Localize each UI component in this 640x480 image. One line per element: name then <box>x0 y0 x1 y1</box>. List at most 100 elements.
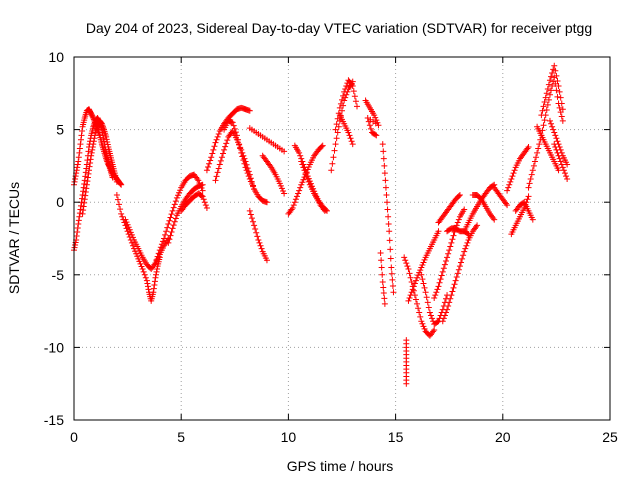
data-point <box>113 178 120 185</box>
data-point <box>420 280 427 287</box>
data-point <box>77 202 84 209</box>
data-point <box>371 112 378 119</box>
data-point <box>76 210 83 217</box>
data-point <box>96 130 103 137</box>
series-arc-8 <box>178 190 210 214</box>
data-point <box>448 292 455 299</box>
data-point <box>545 81 552 88</box>
data-point <box>303 173 310 180</box>
data-point <box>117 206 124 213</box>
data-point <box>507 178 514 185</box>
chart-title: Day 204 of 2023, Sidereal Day-to-day VTE… <box>86 20 592 36</box>
data-point <box>531 158 538 165</box>
data-point <box>380 155 387 162</box>
data-point <box>365 118 372 125</box>
data-point <box>215 165 222 172</box>
data-point <box>408 279 415 286</box>
data-point <box>504 202 511 209</box>
data-point <box>340 92 347 99</box>
data-point <box>323 207 330 214</box>
series-arc-15 <box>285 142 326 217</box>
data-point <box>200 196 207 203</box>
series-arc-12 <box>246 207 270 264</box>
data-point <box>474 222 481 229</box>
data-point <box>552 132 559 139</box>
data-point <box>383 191 390 198</box>
data-point <box>151 261 158 268</box>
data-point <box>299 179 306 186</box>
data-point <box>151 278 158 285</box>
data-point <box>293 193 300 200</box>
data-point <box>167 214 174 221</box>
data-point <box>141 271 148 278</box>
data-point <box>140 268 147 275</box>
data-point <box>535 145 542 152</box>
data-point <box>410 283 417 290</box>
series-arc-19 <box>332 77 361 133</box>
data-point <box>151 281 158 288</box>
data-point <box>402 257 409 264</box>
data-point <box>117 181 124 188</box>
data-point <box>85 170 92 177</box>
data-point <box>318 143 325 150</box>
data-point <box>380 284 387 291</box>
data-point <box>385 220 392 227</box>
data-point <box>548 87 555 94</box>
data-point <box>136 258 143 265</box>
data-point <box>389 276 396 283</box>
data-point <box>561 170 568 177</box>
data-point <box>559 164 566 171</box>
data-point <box>403 380 410 387</box>
data-point <box>74 224 81 231</box>
data-point <box>304 175 311 182</box>
data-point <box>145 286 152 293</box>
data-point <box>434 286 441 293</box>
data-point <box>214 169 221 176</box>
data-point <box>348 138 355 145</box>
data-point <box>240 157 247 164</box>
data-point <box>91 135 98 142</box>
data-point <box>403 260 410 267</box>
series-arc-39 <box>534 123 562 174</box>
data-point <box>135 255 142 262</box>
grid-lines <box>74 57 610 420</box>
data-point <box>419 261 426 268</box>
data-point <box>217 157 224 164</box>
data-point <box>452 277 459 284</box>
data-point <box>459 255 466 262</box>
data-point <box>454 219 461 226</box>
data-point <box>87 156 94 163</box>
data-point <box>82 169 89 176</box>
data-point <box>553 146 560 153</box>
data-point <box>526 180 533 187</box>
y-tick-label: 5 <box>56 122 64 138</box>
data-point <box>529 167 536 174</box>
data-point <box>412 296 419 303</box>
data-point <box>246 207 253 214</box>
data-point <box>198 192 205 199</box>
data-point <box>245 173 252 180</box>
data-point <box>305 178 312 185</box>
series-arc-27 <box>418 271 451 328</box>
data-point <box>552 67 559 74</box>
data-point <box>251 222 258 229</box>
data-point <box>407 292 414 299</box>
data-point <box>548 120 555 127</box>
data-point <box>81 181 88 188</box>
data-point <box>153 256 160 263</box>
data-point <box>387 255 394 262</box>
data-point <box>553 72 560 79</box>
data-point <box>298 181 305 188</box>
series-arc-21 <box>362 97 382 139</box>
data-point <box>144 283 151 290</box>
data-point <box>170 222 177 229</box>
data-point <box>464 230 471 237</box>
data-point <box>214 133 221 140</box>
data-point <box>388 270 395 277</box>
data-point <box>154 253 161 260</box>
data-point <box>366 122 373 129</box>
data-point <box>244 170 251 177</box>
data-point <box>90 141 97 148</box>
data-point <box>74 161 81 168</box>
data-point <box>352 98 359 105</box>
